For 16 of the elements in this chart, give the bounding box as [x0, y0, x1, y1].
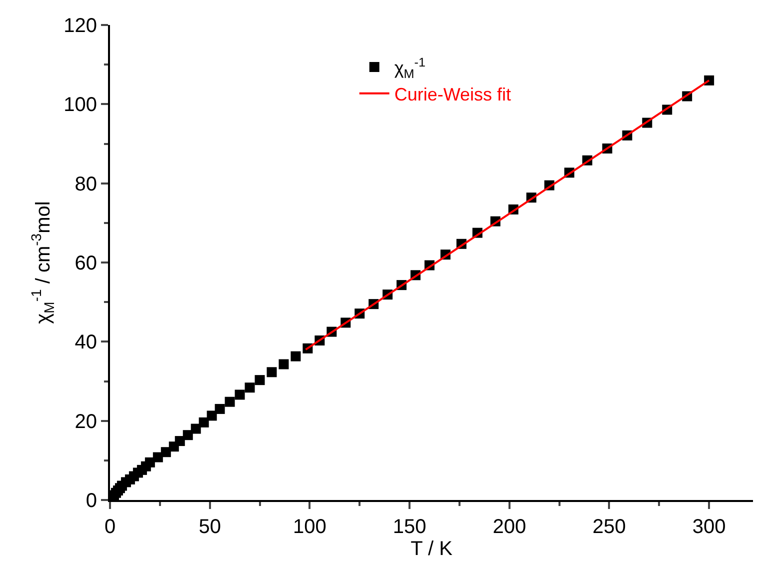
y-tick-label: 20 [74, 410, 97, 433]
y-tick-label: 40 [74, 332, 97, 354]
x-tick-label: 250 [592, 516, 626, 538]
x-tick-label: 50 [198, 516, 221, 538]
legend-label: Curie-Weiss fit [394, 84, 512, 104]
y-tick-label: 100 [64, 94, 97, 116]
y-tick-label: 120 [64, 15, 97, 37]
x-tick-label: 0 [104, 516, 116, 538]
x-axis-title: T / K [410, 538, 454, 560]
x-tick-label: 100 [293, 516, 326, 538]
x-tick-label: 200 [492, 516, 526, 538]
y-tick-label: 60 [74, 252, 97, 274]
x-tick-label: 300 [692, 516, 726, 538]
y-tick-label: 80 [74, 173, 97, 196]
y-tick-label: 0 [86, 490, 97, 512]
x-tick-label: 150 [392, 516, 426, 538]
